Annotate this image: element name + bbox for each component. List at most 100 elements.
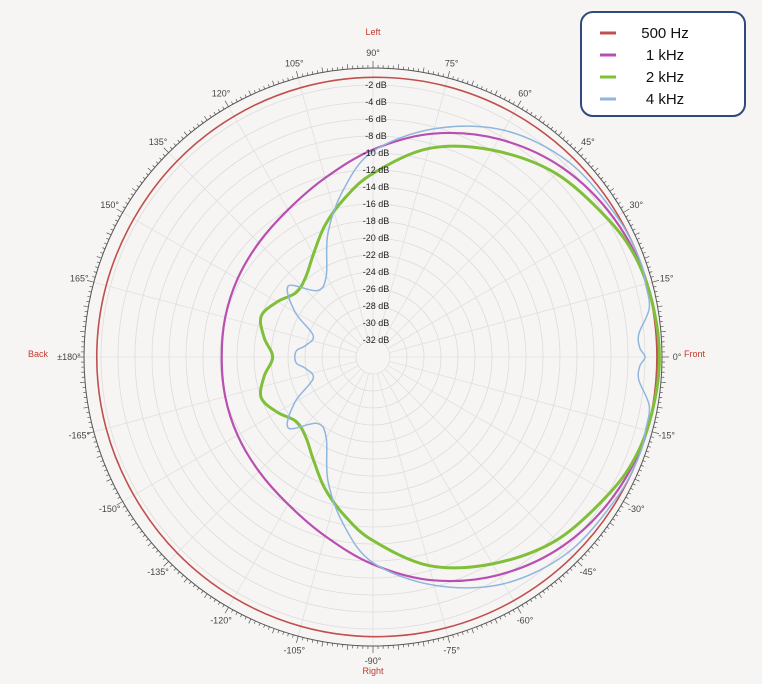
direction-label-left: Left — [365, 27, 381, 37]
angle-tick — [485, 88, 488, 92]
legend-entry: 4 kHz — [646, 91, 684, 108]
angle-tick — [558, 131, 563, 136]
direction-label-front: Front — [684, 349, 706, 359]
angle-tick — [630, 487, 634, 490]
radial-tick-label: -26 dB — [363, 284, 390, 294]
angle-tick — [235, 99, 238, 102]
angle-tick — [188, 581, 192, 585]
angle-tick — [600, 534, 604, 538]
angle-tick — [628, 492, 631, 495]
grid-spoke — [389, 281, 653, 353]
angle-tick — [655, 295, 659, 298]
angle-tick — [155, 550, 159, 553]
angle-tick — [644, 455, 650, 458]
grid-spoke — [168, 152, 362, 346]
angle-tick — [115, 492, 118, 495]
angle-tick — [471, 80, 474, 86]
angle-tick-label: 90° — [366, 48, 380, 58]
angle-tick — [131, 188, 137, 192]
angle-tick — [503, 614, 506, 618]
angle-tick — [87, 295, 91, 298]
angle-tick — [173, 143, 177, 146]
angle-tick — [117, 496, 121, 499]
angle-tick — [240, 614, 243, 618]
angle-tick — [437, 72, 440, 76]
angle-tick — [573, 564, 577, 568]
angle-tick — [95, 445, 99, 448]
angle-tick — [253, 620, 256, 624]
angle-tick — [612, 518, 616, 521]
angle-tick — [106, 237, 110, 240]
angle-tick — [447, 636, 450, 644]
angle-tick — [577, 147, 583, 153]
angle-tick — [580, 153, 584, 157]
angle-tick — [457, 633, 459, 637]
legend-entry: 2 kHz — [646, 69, 684, 86]
angle-tick — [130, 193, 134, 196]
radial-tick-label: -32 dB — [363, 335, 390, 345]
angle-tick-label: -60° — [517, 615, 534, 625]
radial-tick-label: -10 dB — [363, 148, 390, 158]
angle-tick — [525, 601, 529, 605]
angle-tick — [580, 557, 584, 561]
angle-tick — [617, 509, 621, 513]
angle-tick — [306, 72, 309, 76]
angle-tick — [508, 99, 511, 102]
angle-tick — [600, 176, 604, 180]
angle-tick — [106, 232, 112, 236]
angle-tick — [196, 123, 200, 127]
angle-tick — [147, 542, 152, 547]
angle-tick — [142, 176, 146, 180]
angle-tick — [650, 436, 654, 438]
angle-tick — [603, 530, 607, 534]
angle-tick — [152, 546, 156, 549]
angle-tick — [177, 139, 180, 143]
angle-tick — [615, 514, 619, 517]
angle-tick-label: -90° — [365, 656, 382, 666]
angle-tick — [136, 526, 140, 529]
angle-tick — [530, 111, 533, 115]
angle-tick — [117, 215, 121, 218]
angle-tick — [534, 114, 537, 118]
angle-tick — [248, 618, 252, 624]
angle-tick — [422, 67, 425, 73]
angle-tick — [96, 450, 100, 453]
angle-tick — [116, 501, 123, 506]
angle-tick-label: 60° — [518, 89, 532, 99]
angle-tick — [204, 115, 208, 121]
angle-tick — [597, 172, 601, 176]
angle-tick — [92, 436, 96, 438]
angle-tick — [100, 460, 104, 462]
angle-tick — [183, 578, 188, 583]
angle-tick — [102, 247, 106, 250]
angle-tick — [88, 421, 92, 424]
angle-tick — [83, 305, 89, 308]
angle-tick — [88, 290, 92, 293]
angle-tick — [625, 496, 629, 499]
angle-tick — [96, 455, 102, 458]
angle-tick-label: ±180° — [57, 352, 81, 362]
radial-tick-label: -14 dB — [363, 182, 390, 192]
angle-tick — [159, 157, 162, 161]
angle-tick — [650, 276, 654, 278]
angle-tick — [584, 553, 587, 557]
angle-tick — [630, 224, 634, 227]
angle-tick — [102, 464, 106, 467]
angle-tick — [181, 574, 184, 578]
angle-tick — [594, 542, 599, 547]
angle-tick — [466, 80, 469, 84]
grid-spoke — [381, 106, 518, 343]
angle-tick — [272, 80, 275, 86]
angle-tick-label: 30° — [629, 200, 643, 210]
angle-tick — [517, 607, 522, 614]
angle-tick — [623, 208, 630, 213]
angle-tick — [609, 522, 615, 526]
angle-tick — [95, 266, 99, 269]
angle-tick — [634, 232, 640, 236]
angle-tick — [636, 237, 640, 240]
angle-tick — [503, 96, 506, 100]
angle-tick — [110, 228, 114, 231]
angle-tick — [625, 215, 629, 218]
angle-tick — [615, 197, 619, 200]
angle-tick — [86, 280, 94, 283]
